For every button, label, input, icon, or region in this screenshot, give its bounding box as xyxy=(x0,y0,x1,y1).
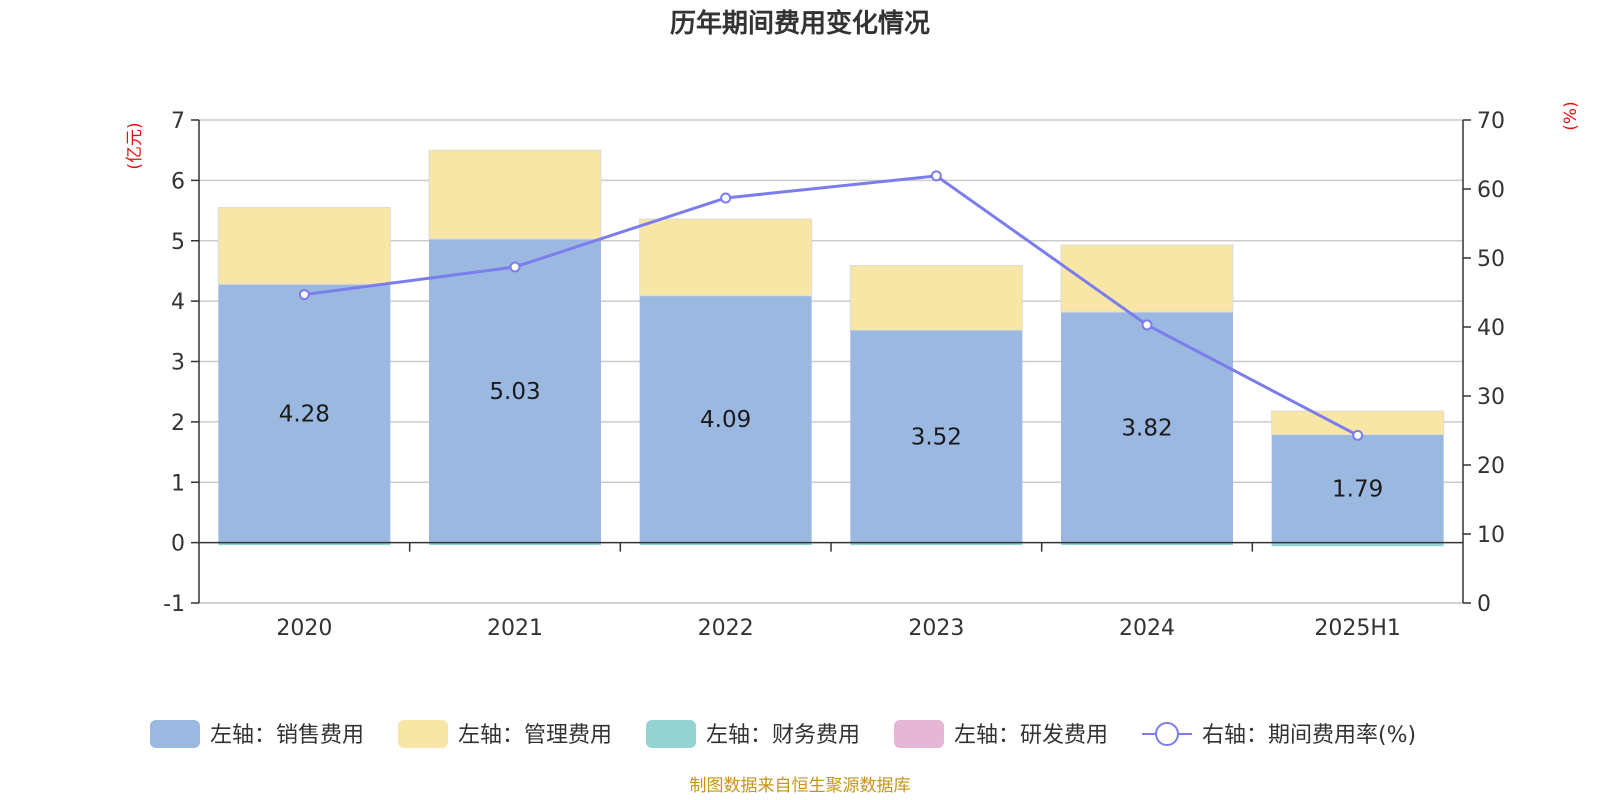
left-tick-label: 0 xyxy=(171,532,185,557)
bar-admin xyxy=(428,149,602,240)
legend-admin[interactable]: 左轴：管理费用 xyxy=(398,720,612,748)
bar-sales xyxy=(639,295,812,543)
bar-admin xyxy=(639,218,813,297)
left-tick-label: 4 xyxy=(171,290,185,315)
x-tick-label: 2021 xyxy=(487,616,543,641)
left-tick-label: -1 xyxy=(163,592,185,617)
right-tick-label: 30 xyxy=(1477,385,1505,410)
right-tick-label: 70 xyxy=(1477,109,1505,134)
ratio-point xyxy=(930,170,942,182)
legend-ratio[interactable]: 右轴：期间费用率(%) xyxy=(1142,722,1416,748)
right-tick-label: 40 xyxy=(1477,316,1505,341)
bar-admin xyxy=(217,207,391,285)
left-tick-label: 7 xyxy=(171,109,185,134)
bar-value-label: 1.79 xyxy=(1332,477,1383,503)
bar-sales xyxy=(218,284,391,543)
bar-sales xyxy=(850,330,1023,543)
left-tick-label: 5 xyxy=(171,230,185,255)
data-labels: 4.28 5.03 4.09 3.52 3.82 1.79 xyxy=(279,379,1384,503)
right-axis-unit: (%) xyxy=(1561,101,1581,130)
ratio-point xyxy=(298,289,310,301)
x-tick-label: 2022 xyxy=(698,616,754,641)
bar-admin xyxy=(849,265,1023,331)
data-source-note: 制图数据来自恒生聚源数据库 xyxy=(690,776,911,796)
ratio-line xyxy=(298,170,1364,441)
bar-finance xyxy=(429,542,601,546)
bar-sales xyxy=(1061,311,1233,543)
legend-finance[interactable]: 左轴：财务费用 xyxy=(646,720,860,748)
right-tick-label: 20 xyxy=(1477,454,1505,479)
right-tick-label: 60 xyxy=(1477,178,1505,203)
legend-label: 左轴：销售费用 xyxy=(210,723,364,748)
left-tick-label: 1 xyxy=(171,471,185,496)
right-tick-label: 10 xyxy=(1477,523,1505,548)
x-tick-label: 2023 xyxy=(908,616,964,641)
legend-swatch xyxy=(398,720,448,748)
bar-value-label: 3.52 xyxy=(911,424,962,450)
bar-finance xyxy=(218,542,391,546)
legend-label: 右轴：期间费用率(%) xyxy=(1202,723,1416,748)
x-tick-label: 2025H1 xyxy=(1314,616,1401,641)
bars xyxy=(217,149,1445,547)
left-tick-label: 2 xyxy=(171,411,185,436)
left-tick-label: 3 xyxy=(171,351,185,376)
ratio-point xyxy=(720,192,732,204)
ratio-point xyxy=(1141,319,1153,331)
bar-value-label: 4.28 xyxy=(279,401,330,427)
right-tick-label: 50 xyxy=(1477,247,1505,272)
chart-title: 历年期间费用变化情况 xyxy=(670,8,930,39)
bar-value-label: 5.03 xyxy=(489,379,540,405)
legend-label: 左轴：管理费用 xyxy=(458,723,612,748)
ratio-point xyxy=(509,261,521,273)
legend-rd[interactable]: 左轴：研发费用 xyxy=(894,720,1108,748)
legend: 左轴：销售费用 左轴：管理费用 左轴：财务费用 左轴：研发费用 右轴：期间费用率(%) xyxy=(150,720,1416,748)
legend-swatch xyxy=(150,720,200,748)
x-tick-label: 2020 xyxy=(276,616,332,641)
legend-label: 左轴：财务费用 xyxy=(706,723,860,748)
bar-value-label: 3.82 xyxy=(1121,415,1172,441)
grid-lines xyxy=(199,119,1463,604)
left-tick-label: 6 xyxy=(171,169,185,194)
x-tick-label: 2024 xyxy=(1119,616,1175,641)
bar-finance xyxy=(1271,542,1444,547)
legend-swatch xyxy=(646,720,696,748)
bar-finance xyxy=(1061,542,1233,546)
bar-value-label: 4.09 xyxy=(700,407,751,433)
left-axis-unit: (亿元) xyxy=(125,122,145,169)
ratio-point xyxy=(1352,429,1364,441)
bar-admin xyxy=(1060,244,1234,313)
legend-label: 左轴：研发费用 xyxy=(954,723,1108,748)
bar-finance xyxy=(639,542,812,546)
right-tick-label: 0 xyxy=(1477,592,1491,617)
bar-sales xyxy=(1271,434,1444,543)
ratio-line-path xyxy=(304,174,1359,437)
bar-finance xyxy=(850,542,1023,546)
legend-marker-icon xyxy=(1155,722,1179,746)
legend-sales[interactable]: 左轴：销售费用 xyxy=(150,720,364,748)
bar-sales xyxy=(429,238,601,543)
legend-swatch xyxy=(894,720,944,748)
